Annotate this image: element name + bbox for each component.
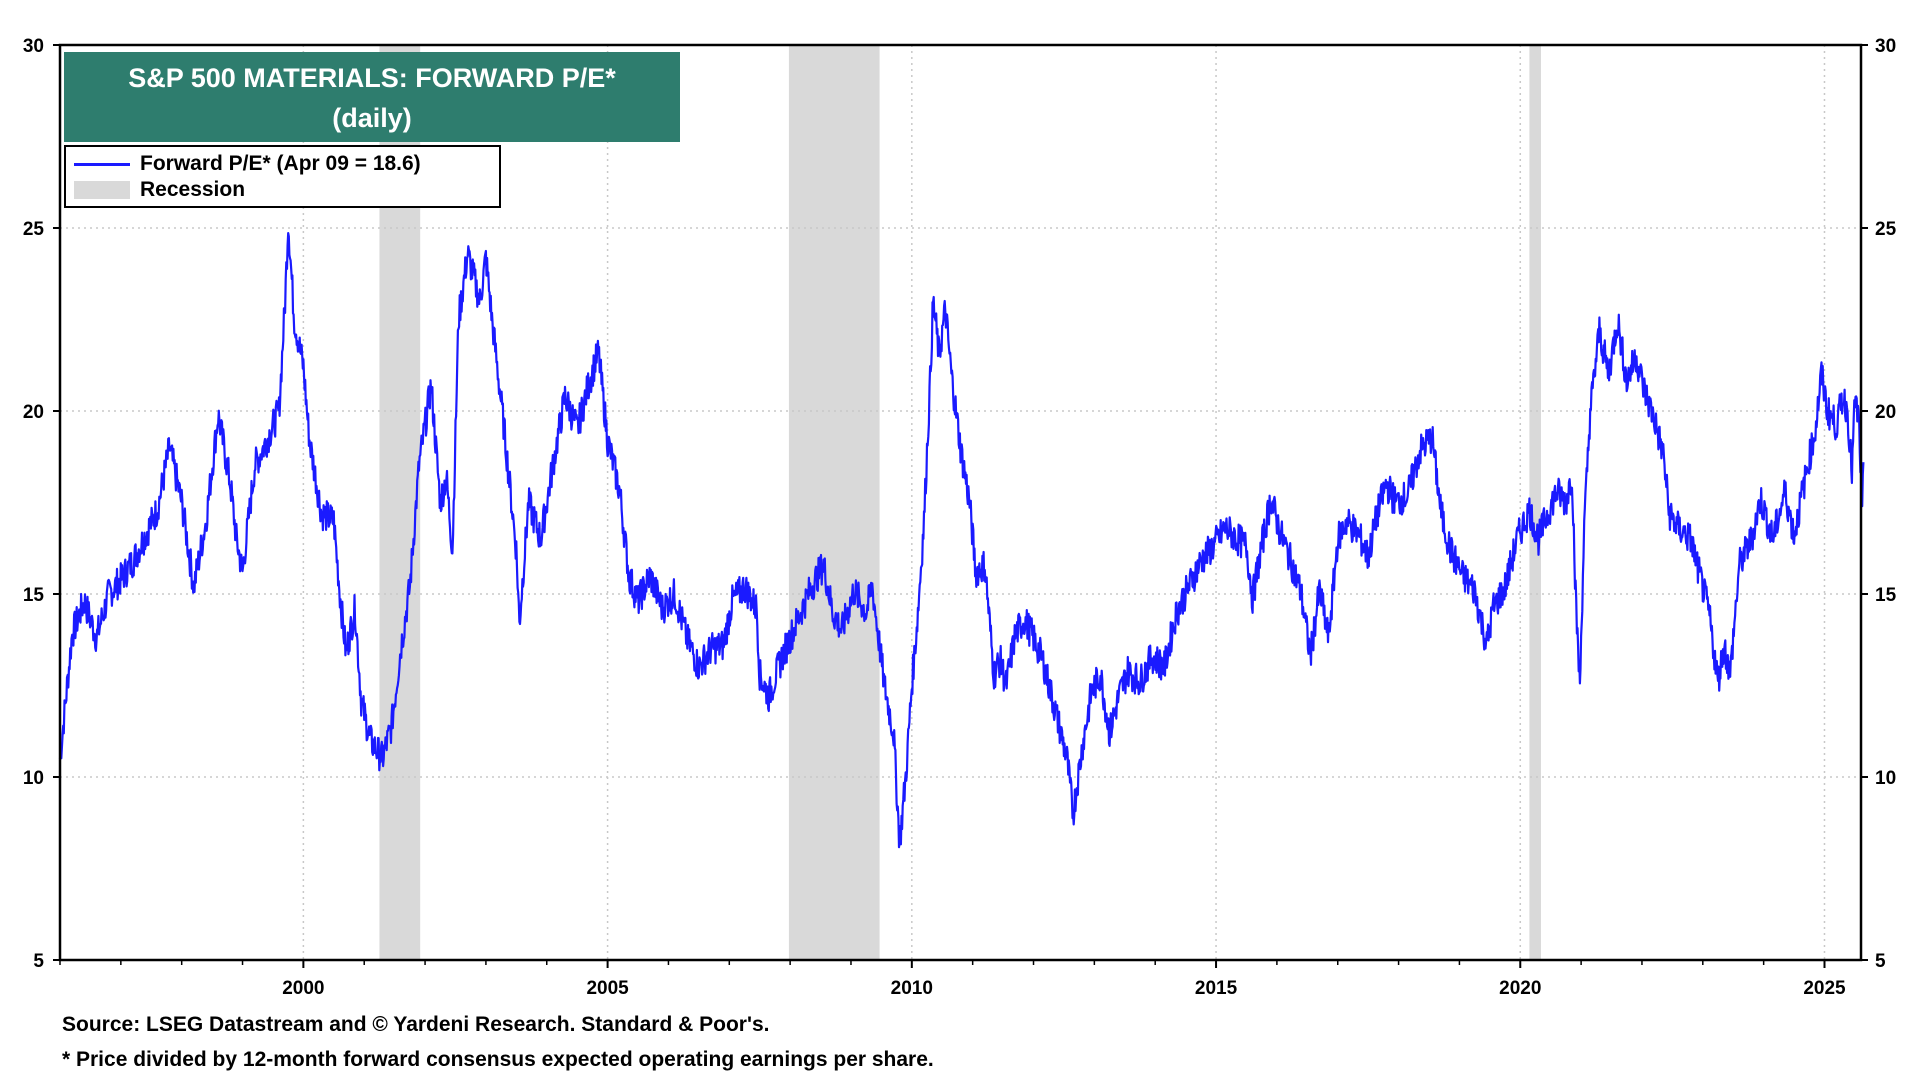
chart-subtitle: (daily) xyxy=(332,103,412,133)
legend-item-forward-pe: Forward P/E* (Apr 09 = 18.6) xyxy=(74,151,421,177)
y-tick-label-left-20: 20 xyxy=(23,402,44,423)
y-tick-label-left-5: 5 xyxy=(33,951,44,972)
series-line-layer xyxy=(58,232,1865,849)
y-tick-label-left-25: 25 xyxy=(23,219,45,240)
y-tick-label-right-25: 25 xyxy=(1875,219,1897,240)
footer-note: * Price divided by 12-month forward cons… xyxy=(62,1048,934,1071)
y-tick-label-left-10: 10 xyxy=(23,768,44,789)
grid-lines xyxy=(60,45,1861,960)
x-tick-label-2020: 2020 xyxy=(1499,978,1541,999)
y-tick-label-right-10: 10 xyxy=(1875,768,1896,789)
recession-band-2 xyxy=(1529,45,1541,960)
legend-label-forward-pe: Forward P/E* (Apr 09 = 18.6) xyxy=(140,152,421,175)
chart-title-box: S&P 500 MATERIALS: FORWARD P/E* (daily) xyxy=(64,52,680,142)
y-tick-label-left-30: 30 xyxy=(23,36,44,57)
footer-source: Source: LSEG Datastream and © Yardeni Re… xyxy=(62,1013,770,1036)
x-tick-label-2000: 2000 xyxy=(282,978,324,999)
chart-legend: Forward P/E* (Apr 09 = 18.6) Recession xyxy=(64,145,501,208)
legend-item-recession: Recession xyxy=(74,177,245,203)
chart-title: S&P 500 MATERIALS: FORWARD P/E* xyxy=(128,63,616,93)
series-line-0 xyxy=(58,232,1865,849)
y-tick-label-right-30: 30 xyxy=(1875,36,1896,57)
x-tick-label-2025: 2025 xyxy=(1803,978,1846,999)
legend-label-recession: Recession xyxy=(140,178,246,201)
y-tick-label-right-15: 15 xyxy=(1875,585,1897,606)
plot-frame xyxy=(58,43,1863,962)
x-tick-label-2005: 2005 xyxy=(586,978,629,999)
y-tick-label-left-15: 15 xyxy=(23,585,45,606)
recession-band-1 xyxy=(788,45,880,960)
y-tick-label-right-5: 5 xyxy=(1875,951,1886,972)
x-tick-label-2015: 2015 xyxy=(1195,978,1238,999)
legend-box-swatch xyxy=(74,181,130,200)
legend-line-swatch xyxy=(74,162,130,166)
y-tick-label-right-20: 20 xyxy=(1875,402,1896,423)
x-tick-label-2010: 2010 xyxy=(891,978,933,999)
recession-bands xyxy=(379,45,1541,960)
